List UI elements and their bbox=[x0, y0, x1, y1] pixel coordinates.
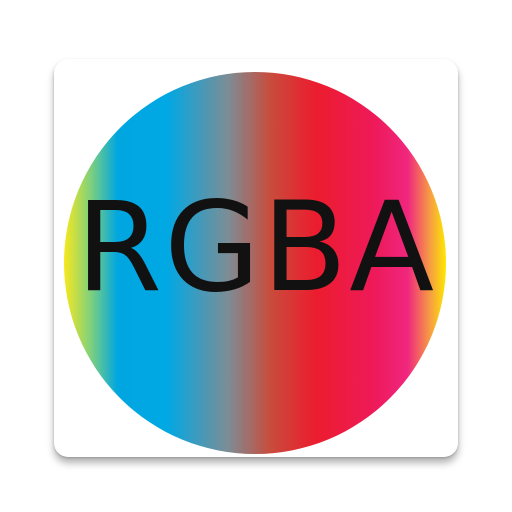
logo-text: RGBA bbox=[75, 176, 437, 320]
rainbow-gradient-disc bbox=[64, 72, 446, 454]
